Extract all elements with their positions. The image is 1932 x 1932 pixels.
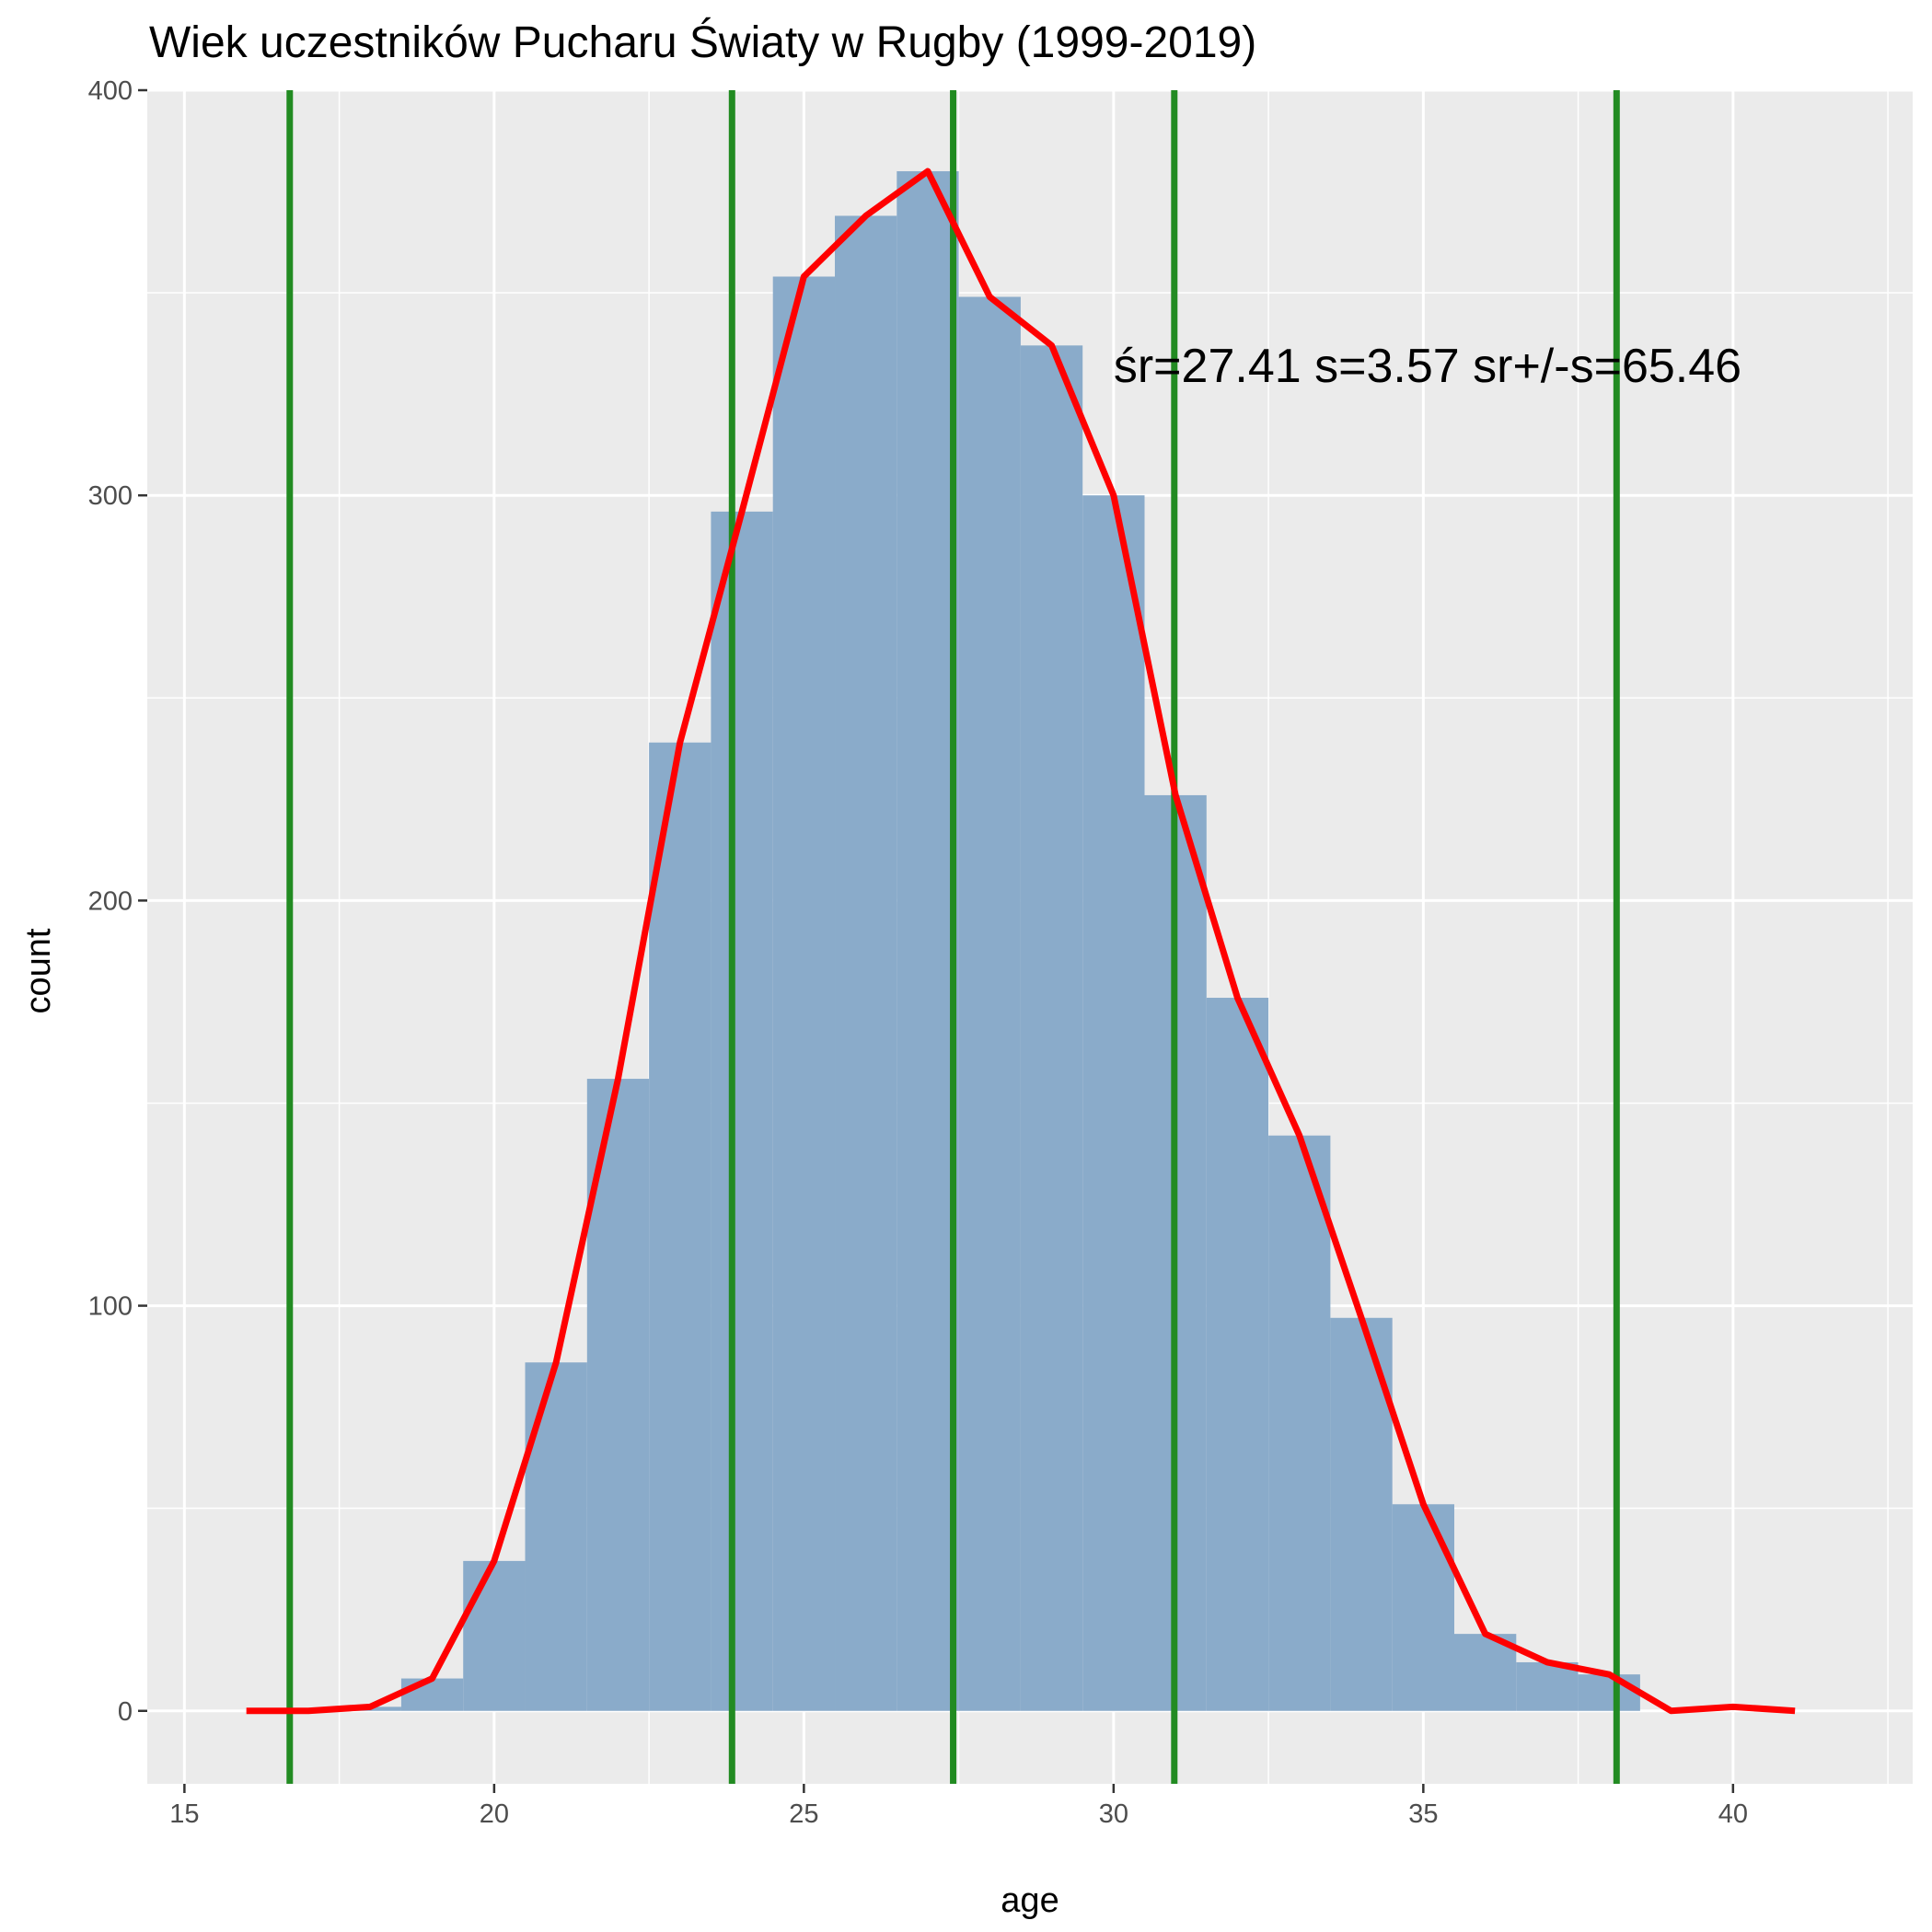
- x-tick-label: 25: [789, 1799, 818, 1829]
- histogram-bar: [711, 511, 773, 1711]
- y-axis: 0 100 200 300 400: [88, 76, 147, 1727]
- y-axis-title: count: [19, 928, 58, 1013]
- frequency-line: [246, 168, 1796, 1715]
- reference-lines: [286, 90, 1620, 1784]
- histogram-bar: [1206, 998, 1269, 1711]
- histogram-bar: [649, 742, 711, 1711]
- stats-annotation: śr=27.41 s=3.57 sr+/-s=65.46: [1114, 340, 1741, 393]
- x-tick-label: 20: [480, 1799, 509, 1829]
- chart-title: Wiek uczestników Pucharu Światy w Rugby …: [149, 17, 1256, 67]
- y-tick-label: 0: [118, 1697, 133, 1727]
- histogram-bar: [525, 1362, 587, 1711]
- y-tick-label: 400: [88, 76, 133, 106]
- y-tick-label: 200: [88, 886, 133, 916]
- histogram-bar: [400, 1678, 464, 1711]
- histogram-bar: [1516, 1661, 1579, 1711]
- histogram-bar: [772, 276, 836, 1711]
- histogram-bar: [1268, 1135, 1331, 1711]
- histogram-bar: [463, 1560, 526, 1711]
- y-tick-label: 100: [88, 1292, 133, 1322]
- histogram-bar: [958, 296, 1021, 1711]
- histogram-bar: [1020, 345, 1083, 1711]
- histogram-bar: [1578, 1674, 1640, 1711]
- histogram-bar: [835, 215, 897, 1711]
- histogram-bar: [1392, 1504, 1454, 1711]
- histogram-bar: [1082, 495, 1145, 1711]
- x-tick-label: 40: [1718, 1799, 1748, 1829]
- histogram-bar: [897, 171, 959, 1711]
- frequency-polygon: [246, 168, 1796, 1715]
- x-tick-label: 15: [169, 1799, 199, 1829]
- x-axis-title: age: [1001, 1881, 1059, 1920]
- x-tick-label: 30: [1099, 1799, 1128, 1829]
- x-axis: 15 20 25 30 35 40: [169, 1784, 1748, 1829]
- x-tick-label: 35: [1408, 1799, 1438, 1829]
- y-tick-label: 300: [88, 481, 133, 511]
- histogram-bars: [339, 171, 1640, 1711]
